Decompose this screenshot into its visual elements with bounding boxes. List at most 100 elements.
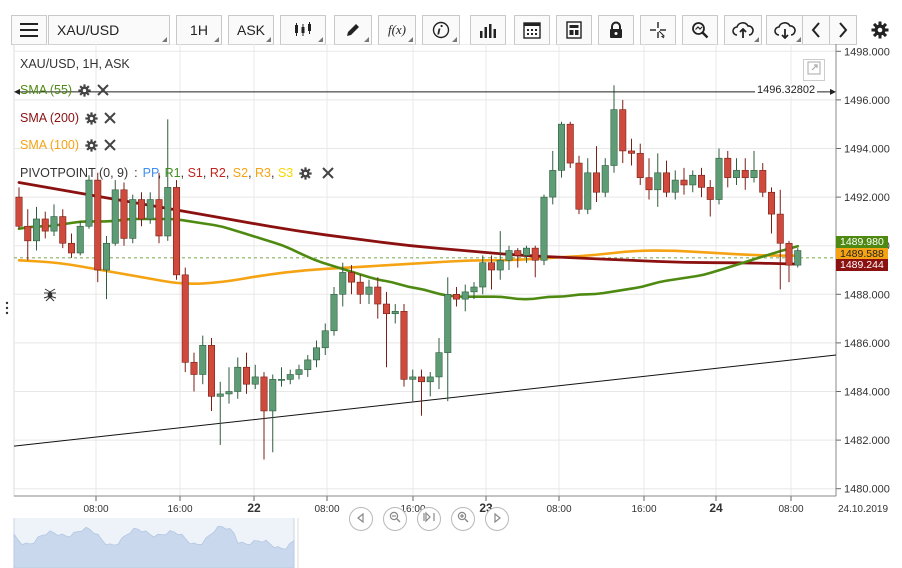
candle bbox=[286, 369, 294, 385]
candle-body bbox=[225, 391, 233, 395]
layout-button[interactable] bbox=[556, 15, 592, 45]
price-label-sma200: 1489.244 bbox=[836, 259, 888, 271]
candle-body bbox=[94, 179, 102, 271]
candle-body bbox=[776, 213, 784, 244]
price-type-selector[interactable]: ASK bbox=[228, 15, 274, 45]
triangle-left-icon bbox=[356, 510, 366, 528]
candle bbox=[584, 158, 592, 215]
symbol-label: XAU/USD bbox=[57, 22, 120, 38]
sma100-line bbox=[17, 249, 800, 285]
sma200-line bbox=[17, 181, 800, 266]
close-icon[interactable] bbox=[97, 84, 109, 96]
candle-body bbox=[409, 376, 417, 380]
candle bbox=[400, 304, 408, 387]
crosshair-icon bbox=[649, 21, 667, 39]
candle bbox=[216, 381, 224, 445]
y-tick-label: 1498.000 bbox=[844, 46, 890, 58]
candle-body bbox=[243, 366, 251, 385]
crosshair-button[interactable] bbox=[640, 15, 676, 45]
candle-body bbox=[750, 170, 758, 178]
candle bbox=[417, 369, 425, 416]
candle-body bbox=[575, 162, 583, 210]
cloud-load-button[interactable] bbox=[766, 15, 804, 45]
legend-pivot-comma: , bbox=[271, 166, 278, 180]
candle-body bbox=[435, 352, 443, 378]
y-tick-label: 1496.000 bbox=[844, 95, 890, 107]
scroll-left-button[interactable] bbox=[802, 15, 830, 45]
hline-arrow-right bbox=[830, 88, 836, 95]
reset-view-button[interactable] bbox=[417, 507, 441, 531]
close-icon[interactable] bbox=[104, 112, 116, 124]
candle-body bbox=[557, 123, 565, 171]
chart-area[interactable]: 1480.000 1482.000 1484.000 1486.000 1488.000… bbox=[0, 44, 902, 568]
legend-sma100[interactable]: SMA (100) bbox=[20, 138, 116, 152]
candle-body bbox=[68, 242, 76, 254]
info-icon bbox=[432, 21, 450, 39]
candle bbox=[487, 255, 495, 290]
candle-body bbox=[496, 259, 504, 271]
legend-pivotpoint[interactable]: PIVOTPOINT (0, 9) : PP, R1, S1, R2, S2, … bbox=[20, 166, 334, 180]
timeframe-label: 1H bbox=[190, 22, 208, 38]
pan-right-button[interactable] bbox=[485, 507, 509, 531]
symbol-selector[interactable]: XAU/USD bbox=[48, 15, 170, 45]
timeframe-selector[interactable]: 1H bbox=[176, 15, 222, 45]
candle-body bbox=[277, 379, 285, 381]
chevron-left-icon bbox=[811, 22, 821, 38]
close-icon[interactable] bbox=[104, 139, 116, 151]
lock-icon bbox=[608, 21, 624, 39]
candle bbox=[243, 352, 251, 394]
legend-sma200[interactable]: SMA (200) bbox=[20, 111, 116, 125]
gear-icon[interactable] bbox=[85, 111, 98, 125]
candle-body bbox=[636, 153, 644, 178]
spider-icon[interactable] bbox=[43, 288, 57, 307]
info-button[interactable] bbox=[422, 15, 460, 45]
legend-sma55[interactable]: SMA (55) bbox=[20, 83, 109, 97]
zoom-in-icon bbox=[457, 510, 469, 528]
lock-button[interactable] bbox=[598, 15, 634, 45]
candle-body bbox=[549, 170, 557, 198]
legend-sma200-label: SMA (200) bbox=[20, 111, 80, 125]
gear-icon[interactable] bbox=[85, 138, 98, 152]
zoom-button[interactable] bbox=[682, 15, 718, 45]
trendline-segment bbox=[13, 354, 837, 447]
candle-body bbox=[741, 170, 749, 178]
cloud-save-button[interactable] bbox=[724, 15, 762, 45]
dropdown-corner-icon bbox=[214, 37, 219, 42]
pan-left-button[interactable] bbox=[349, 507, 373, 531]
calendar-button[interactable] bbox=[514, 15, 550, 45]
candle-body bbox=[15, 196, 23, 227]
scroll-right-button[interactable] bbox=[829, 15, 857, 45]
x-tick-label: 08:00 bbox=[83, 504, 108, 515]
candle bbox=[531, 245, 539, 278]
gear-icon[interactable] bbox=[78, 83, 91, 97]
chevron-right-icon bbox=[838, 22, 848, 38]
dropdown-corner-icon bbox=[364, 37, 369, 42]
hline-price-label: 1496.32802 bbox=[755, 84, 818, 96]
y-tick-label: 1482.000 bbox=[844, 435, 890, 447]
chart-title-legend: XAU/USD, 1H, ASK bbox=[20, 57, 130, 71]
maximize-button[interactable] bbox=[803, 59, 825, 81]
candle-body bbox=[759, 170, 767, 193]
y-tick-label: 1494.000 bbox=[844, 143, 890, 155]
gear-icon[interactable] bbox=[299, 166, 312, 180]
candle bbox=[347, 265, 355, 295]
settings-button[interactable] bbox=[862, 15, 898, 45]
candle bbox=[41, 211, 49, 239]
candle bbox=[225, 367, 233, 404]
candle-body bbox=[32, 218, 40, 242]
candle-body bbox=[461, 291, 469, 300]
menu-button[interactable] bbox=[11, 15, 47, 45]
chart-type-button[interactable] bbox=[280, 15, 326, 45]
drag-handle-icon[interactable] bbox=[5, 301, 9, 320]
candle bbox=[103, 235, 111, 300]
close-icon[interactable] bbox=[322, 167, 334, 179]
volume-button[interactable] bbox=[470, 15, 506, 45]
candle bbox=[208, 338, 216, 411]
zoom-in-button[interactable] bbox=[451, 507, 475, 531]
hamburger-icon bbox=[20, 23, 38, 37]
candle-body bbox=[627, 150, 635, 154]
drawing-tools-button[interactable] bbox=[334, 15, 372, 45]
candle-body bbox=[584, 172, 592, 210]
indicators-button[interactable]: f(x) bbox=[378, 15, 416, 45]
zoom-out-button[interactable] bbox=[383, 507, 407, 531]
